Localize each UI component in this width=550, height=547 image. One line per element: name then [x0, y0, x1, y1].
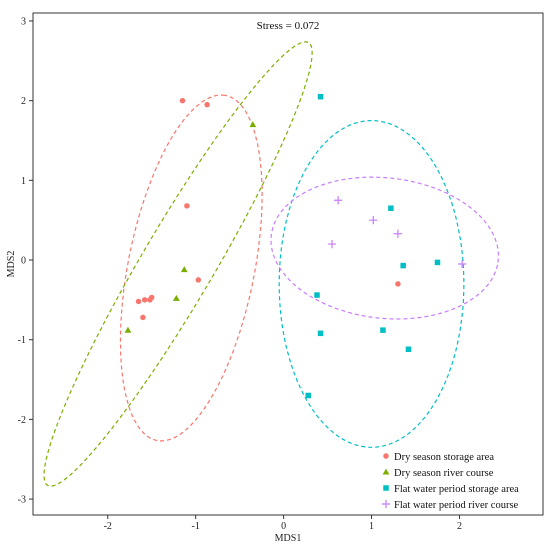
- point-dry-season-storage-area: [195, 277, 202, 283]
- point-flat-water-period-storage-area: [317, 93, 324, 100]
- ellipse-dry-season-river-course: [43, 41, 313, 487]
- y-tick-label: -1: [18, 335, 26, 346]
- point-dry-season-storage-area: [179, 97, 186, 104]
- stress-annotation: Stress = 0.072: [257, 20, 320, 32]
- point-dry-season-river-course: [180, 266, 188, 273]
- point-flat-water-period-storage-area: [405, 346, 412, 353]
- x-tick-label: -2: [104, 521, 112, 532]
- point-flat-water-period-river-course: [393, 229, 403, 238]
- x-axis-title: MDS1: [275, 533, 302, 544]
- point-dry-season-storage-area: [204, 101, 210, 108]
- point-flat-water-period-river-course: [457, 259, 467, 269]
- point-flat-water-period-storage-area: [388, 205, 394, 211]
- ellipse-flat-water-period-storage-area: [278, 119, 465, 448]
- point-dry-season-storage-area: [184, 203, 190, 209]
- point-dry-season-river-course: [172, 294, 180, 301]
- point-flat-water-period-river-course: [333, 196, 343, 205]
- point-dry-season-storage-area: [141, 297, 148, 303]
- x-tick-label: -1: [192, 521, 200, 532]
- x-tick-label: 2: [457, 521, 462, 532]
- point-dry-season-storage-area: [135, 298, 142, 305]
- legend-key-dry-season-storage-area: [383, 453, 389, 459]
- point-flat-water-period-storage-area: [400, 262, 406, 269]
- point-flat-water-period-storage-area: [380, 327, 386, 333]
- point-flat-water-period-storage-area: [314, 292, 320, 298]
- y-tick-label: 0: [21, 256, 26, 267]
- point-dry-season-river-course: [249, 121, 257, 128]
- points-layer: [124, 93, 467, 399]
- legend-label-flat-water-period-storage-area: Flat water period storage area: [394, 484, 519, 495]
- ticks-layer: -2 -1 0 1 2 -3 -2 -1 0 1 2 3: [18, 16, 462, 532]
- x-tick-label: 1: [369, 521, 374, 532]
- legend-key-flat-water-period-river-course: [381, 499, 391, 509]
- y-tick-label: -2: [18, 415, 26, 426]
- legend: Dry season storage area Dry season river …: [381, 452, 519, 511]
- point-flat-water-period-river-course: [369, 216, 378, 225]
- legend-key-flat-water-period-storage-area: [383, 485, 389, 491]
- plot-panel: [32, 12, 544, 516]
- legend-key-dry-season-river-course: [382, 468, 390, 475]
- ellipse-flat-water-period-river-course: [270, 176, 499, 320]
- legend-label-dry-season-storage-area: Dry season storage area: [394, 452, 494, 463]
- point-dry-season-storage-area: [140, 314, 146, 321]
- point-flat-water-period-river-course: [327, 239, 337, 249]
- point-dry-season-river-course: [124, 326, 132, 333]
- y-tick-label: -3: [18, 495, 26, 506]
- y-tick-label: 1: [21, 176, 26, 187]
- point-flat-water-period-storage-area: [317, 330, 324, 337]
- point-dry-season-storage-area: [395, 281, 401, 287]
- point-flat-water-period-storage-area: [434, 259, 441, 266]
- point-flat-water-period-storage-area: [305, 392, 311, 399]
- x-tick-label: 0: [281, 521, 286, 532]
- y-axis-title: MDS2: [6, 251, 17, 278]
- point-dry-season-storage-area: [148, 294, 155, 301]
- legend-label-dry-season-river-course: Dry season river course: [394, 468, 494, 479]
- ellipses-layer: [43, 41, 499, 487]
- legend-label-flat-water-period-river-course: Flat water period river course: [394, 500, 519, 511]
- y-tick-label: 3: [21, 16, 26, 27]
- y-tick-label: 2: [21, 96, 26, 107]
